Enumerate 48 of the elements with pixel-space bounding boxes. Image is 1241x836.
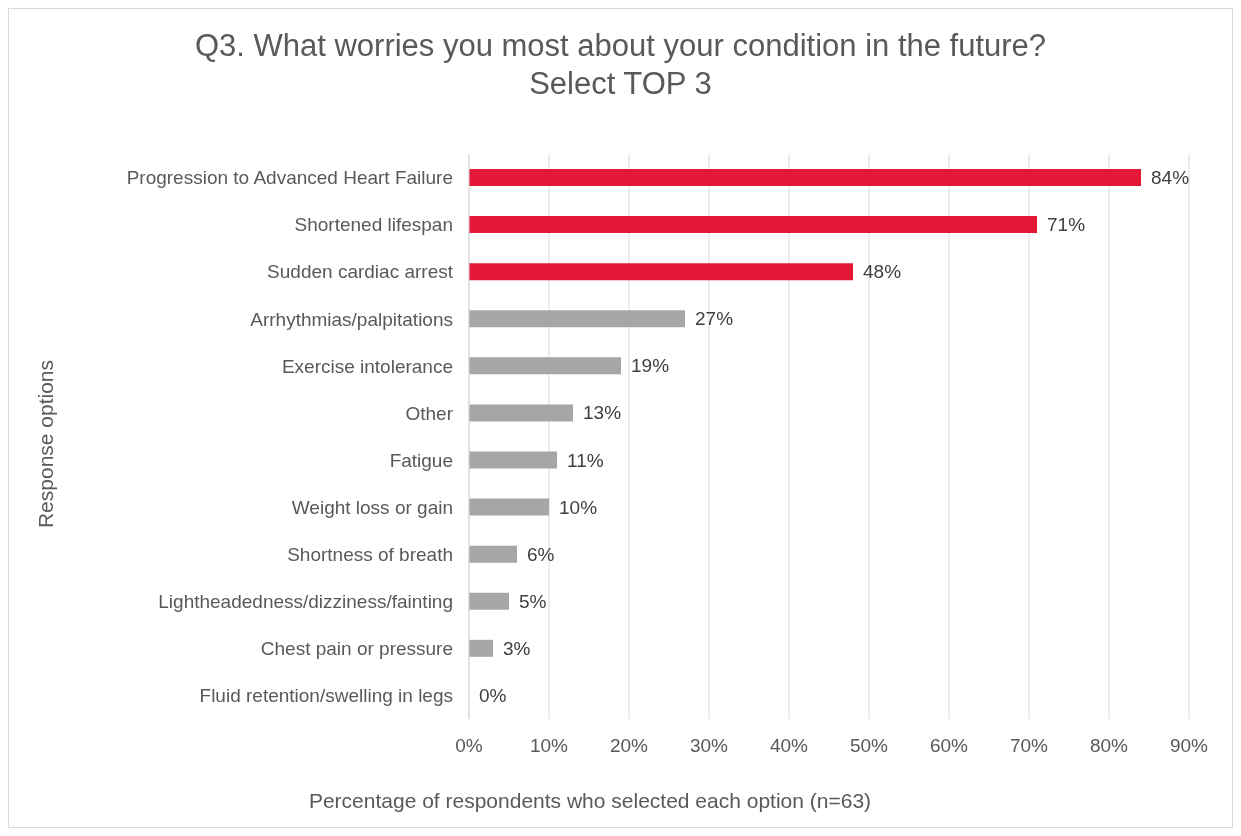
x-tick-label: 10% (529, 735, 569, 757)
chart-title: Q3. What worries you most about your condition in the future? Select TOP 3 (193, 27, 1048, 103)
data-label: 3% (503, 637, 531, 659)
y-tick-label: Chest pain or pressure (260, 638, 453, 660)
x-tick-label: 80% (1089, 735, 1129, 757)
data-label: 19% (631, 355, 670, 377)
y-tick-label: Exercise intolerance (281, 355, 453, 377)
bar (469, 216, 1037, 234)
bar (469, 639, 493, 657)
data-label: 10% (559, 496, 598, 518)
data-label: 27% (695, 308, 734, 330)
data-label: 5% (519, 590, 547, 612)
x-axis-title: Percentage of respondents who selected each option (n=63) (308, 789, 872, 813)
bar (469, 498, 549, 516)
x-tick-label: 50% (849, 735, 889, 757)
y-tick-label: Sudden cardiac arrest (267, 261, 454, 283)
data-label: 13% (583, 402, 622, 424)
y-tick-label: Fluid retention/swelling in legs (199, 685, 453, 707)
x-tick-label: 20% (609, 735, 649, 757)
x-tick-label: 60% (929, 735, 969, 757)
x-tick-label: 90% (1169, 735, 1209, 757)
y-tick-label: Arrhythmias/palpitations (250, 308, 453, 330)
y-tick-label: Other (405, 402, 454, 424)
y-tick-label: Progression to Advanced Heart Failure (126, 167, 453, 189)
bar (469, 169, 1141, 186)
data-label: 48% (863, 261, 902, 283)
x-tick-label: 70% (1009, 735, 1049, 757)
x-tick-label: 30% (689, 735, 729, 757)
data-label: 84% (1151, 167, 1190, 189)
bar (469, 451, 557, 469)
bar (469, 404, 573, 422)
bar (469, 545, 517, 563)
data-label: 71% (1047, 214, 1086, 236)
bar (469, 357, 621, 375)
bar (469, 263, 853, 281)
y-tick-label: Lightheadedness/dizziness/fainting (158, 591, 453, 613)
y-tick-label: Shortness of breath (287, 543, 453, 565)
data-label: 11% (567, 449, 604, 471)
y-tick-label: Shortened lifespan (294, 214, 453, 236)
x-tick-label: 40% (769, 735, 809, 757)
y-axis-title: Response options (34, 359, 58, 529)
data-label: 0% (479, 684, 507, 706)
y-tick-label: Weight loss or gain (291, 496, 453, 518)
data-label: 6% (527, 543, 555, 565)
y-tick-label: Fatigue (389, 449, 453, 471)
bar (469, 592, 509, 610)
x-tick-label: 0% (455, 735, 483, 757)
bar (469, 310, 685, 328)
